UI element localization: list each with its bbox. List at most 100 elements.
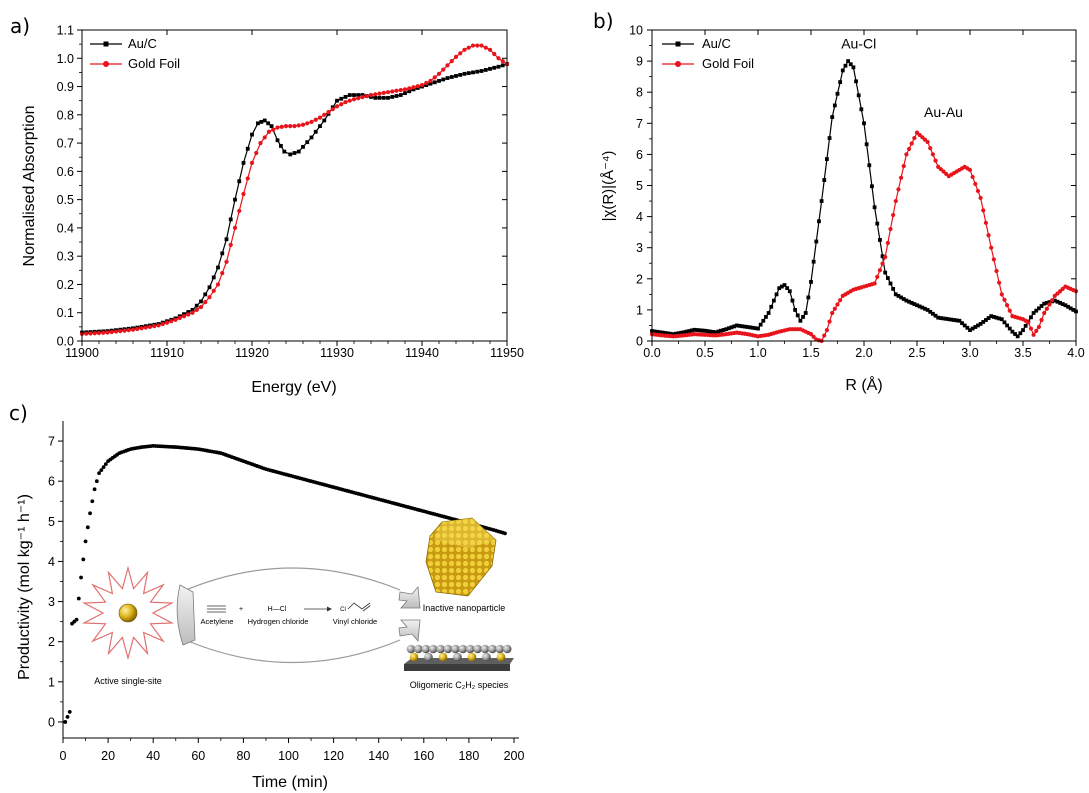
inset-caption-inactive-nanoparticle: Inactive nanoparticle xyxy=(423,603,506,613)
data-point-au-c xyxy=(859,107,864,112)
data-point-au-c xyxy=(1013,332,1017,336)
panel-c-ticks: 0 20 40 60 80 100 120 140 160 180 200 0 1 2 3 4 5 6 7 xyxy=(48,435,524,763)
carbon-atom-icon xyxy=(458,644,468,654)
data-point-gold-foil xyxy=(390,89,395,94)
data-point-gold-foil xyxy=(249,160,255,165)
data-point-gold-foil xyxy=(224,259,229,264)
data-point-gold-foil xyxy=(1036,324,1041,330)
data-point-au-c xyxy=(819,199,824,203)
panel-a-y-axis-title: Normalised Absorption xyxy=(21,106,38,267)
data-point-gold-foil xyxy=(190,310,195,315)
data-point-au-c xyxy=(716,329,721,334)
data-point-au-c xyxy=(711,330,715,334)
data-point-au-c xyxy=(885,276,890,280)
data-point-au-c xyxy=(764,314,768,319)
data-point-gold-foil xyxy=(1039,317,1044,323)
data-point-productivity xyxy=(74,617,79,622)
data-point-au-c xyxy=(774,292,779,297)
data-point-au-c xyxy=(949,317,954,322)
data-point-au-c xyxy=(756,326,760,331)
data-point-productivity xyxy=(103,462,108,467)
series-line-gold-foil xyxy=(651,131,1077,342)
data-point-productivity xyxy=(90,499,95,504)
panel-b-y-tick-label: 2 xyxy=(636,272,643,286)
panel-b-label: b) xyxy=(593,9,614,33)
data-point-au-c xyxy=(875,221,880,226)
panel-b-x-tick-label: 3.0 xyxy=(961,346,978,360)
data-point-gold-foil xyxy=(300,122,306,127)
data-point-au-c xyxy=(970,326,975,331)
data-point-gold-foil xyxy=(351,97,357,102)
data-point-au-c xyxy=(931,311,935,316)
data-point-au-c xyxy=(449,75,454,79)
data-point-gold-foil xyxy=(824,328,830,333)
acetylene-structure-icon xyxy=(207,605,226,613)
legend-marker-gold-foil xyxy=(103,61,109,67)
data-point-au-c xyxy=(891,287,896,291)
inset-caption-oligomeric-species: Oligomeric C₂H₂ species xyxy=(410,680,509,690)
data-point-au-c xyxy=(182,312,186,317)
data-point-au-c xyxy=(279,144,283,148)
data-point-gold-foil xyxy=(1044,306,1049,311)
data-point-au-c xyxy=(211,275,216,280)
data-point-gold-foil xyxy=(322,112,327,117)
panel-a-x-tick-label: 11920 xyxy=(235,346,269,360)
data-point-gold-foil xyxy=(933,158,938,163)
carbon-atom-icon xyxy=(453,652,462,662)
carbon-atom-icon xyxy=(495,644,505,654)
panel-a-y-tick-label: 0.2 xyxy=(57,278,74,292)
gold-atom-icon xyxy=(496,652,506,662)
carbon-atom-icon xyxy=(502,644,512,654)
data-point-au-c xyxy=(1066,304,1070,309)
data-point-gold-foil xyxy=(901,163,906,169)
data-point-au-c xyxy=(681,330,686,335)
data-point-au-c xyxy=(846,59,850,63)
data-point-gold-foil xyxy=(925,139,930,145)
data-point-au-c xyxy=(740,324,744,329)
data-point-gold-foil xyxy=(254,150,259,156)
data-point-gold-foil xyxy=(203,300,208,305)
data-point-gold-foil xyxy=(385,90,391,95)
data-point-au-c xyxy=(441,77,446,82)
data-point-gold-foil xyxy=(981,208,986,213)
data-point-au-c xyxy=(259,119,264,124)
data-point-au-c xyxy=(697,328,702,333)
panel-a-data-layer xyxy=(79,43,510,337)
data-point-au-c xyxy=(822,178,827,182)
panel-c-y-tick-label: 1 xyxy=(48,675,55,689)
data-point-gold-foil xyxy=(827,319,832,324)
panel-b-y-tick-label: 8 xyxy=(636,86,643,100)
data-point-gold-foil xyxy=(343,99,348,105)
arrow-to-nanoparticle-icon xyxy=(398,586,421,609)
data-point-au-c xyxy=(827,136,832,140)
data-point-au-c xyxy=(377,95,382,100)
data-point-au-c xyxy=(1007,326,1012,331)
data-point-au-c xyxy=(787,289,792,294)
data-point-au-c xyxy=(835,91,840,96)
nanoparticle-cluster-icon xyxy=(425,517,497,597)
data-point-productivity xyxy=(83,539,88,544)
data-point-au-c xyxy=(292,151,297,155)
data-point-au-c xyxy=(305,140,310,145)
data-point-au-c xyxy=(968,328,972,333)
data-point-gold-foil xyxy=(904,152,909,157)
data-point-au-c xyxy=(729,325,734,330)
data-point-au-c xyxy=(322,118,327,123)
data-point-au-c xyxy=(713,330,718,335)
carbon-atom-icon xyxy=(424,652,433,662)
data-point-au-c xyxy=(695,328,699,332)
data-point-gold-foil xyxy=(373,92,378,97)
panel-a-y-tick-label: 0.7 xyxy=(57,137,74,151)
data-point-au-c xyxy=(500,63,505,68)
data-point-au-c xyxy=(745,325,750,329)
data-point-au-c xyxy=(867,163,872,168)
data-point-au-c xyxy=(811,259,816,264)
data-point-gold-foil xyxy=(160,321,165,327)
data-point-au-c xyxy=(785,286,790,291)
data-point-gold-foil xyxy=(445,63,450,68)
panel-a-legend: Au/C Gold Foil xyxy=(90,36,180,71)
data-point-gold-foil xyxy=(487,47,493,52)
data-point-gold-foil xyxy=(999,292,1004,297)
data-point-gold-foil xyxy=(215,282,221,287)
panel-c-x-axis-title: Time (min) xyxy=(252,774,328,791)
